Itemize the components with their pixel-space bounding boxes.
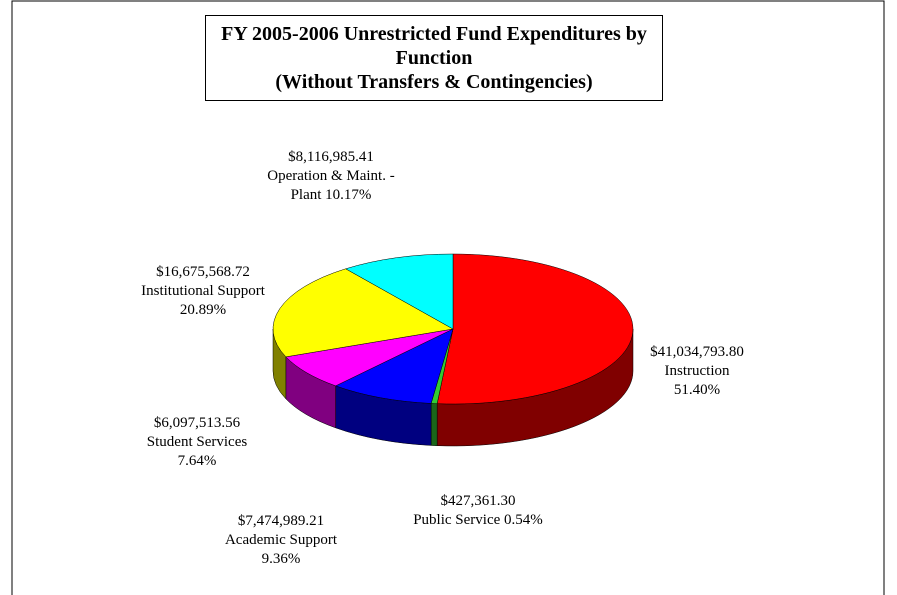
category-label: Public Service [413,512,501,528]
percent-label: 51.40% [673,382,721,398]
category-label: Student Services [146,434,248,450]
data-label: $6,097,513.56 Student Services 7.64% [122,414,272,471]
percent-label: 10.17% [325,187,372,203]
category-label: Academic Support [224,532,338,548]
value-label: $6,097,513.56 [153,415,241,431]
slice [272,268,454,358]
percent-label: 0.54% [504,512,543,528]
data-label: $41,034,793.80 Instruction 51.40% [627,343,767,400]
data-label: $7,474,989.21 Academic Support 9.36% [206,512,356,569]
percent-label: 7.64% [177,453,217,469]
percent-label: 20.89% [179,302,227,318]
category-label: Instruction [664,363,730,379]
chart-title: FY 2005-2006 Unrestricted Fund Expenditu… [221,23,647,69]
value-label: $41,034,793.80 [650,344,744,360]
value-label: $427,361.30 [440,493,516,509]
data-label: $427,361.30 Public Service 0.54% [383,492,573,530]
value-label: $7,474,989.21 [237,513,325,529]
value-label: $8,116,985.41 [288,149,374,165]
slice [436,253,634,405]
data-label: $8,116,985.41 Operation & Maint. - Plant … [261,148,401,205]
category-label: Institutional Support [141,283,265,299]
percent-label: 9.36% [261,551,301,567]
slice-side [430,403,438,446]
data-label: $16,675,568.72 Institutional Support 20.89… [123,263,283,320]
category-label: Operation & Maint. - Plant [267,168,395,203]
chart-frame [11,0,885,595]
value-label: $16,675,568.72 [156,264,250,280]
title-box: FY 2005-2006 Unrestricted Fund Expenditu… [205,15,663,101]
slice [334,328,454,404]
slice [345,253,454,330]
chart-subtitle: (Without Transfers & Contingencies) [275,71,593,93]
